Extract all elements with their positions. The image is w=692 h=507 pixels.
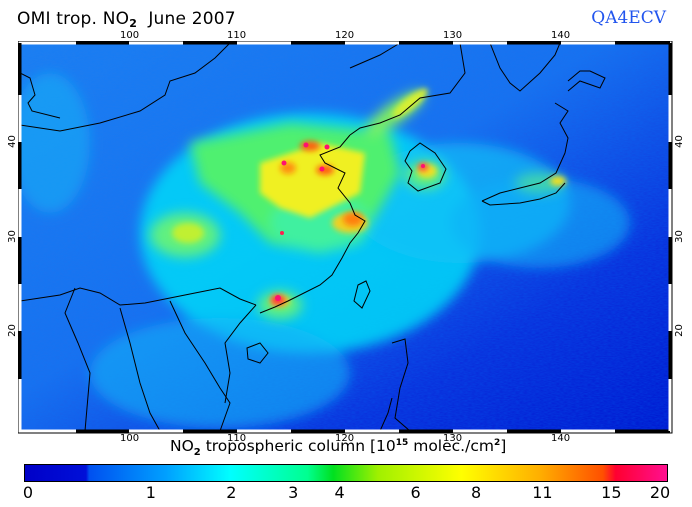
- lon-tick-bottom: 110: [227, 433, 247, 444]
- colorbar-label: 3: [288, 483, 299, 502]
- lon-tick-bottom: 120: [335, 433, 355, 444]
- lon-tick-top: 120: [335, 30, 355, 41]
- colorbar-label: 0: [22, 483, 34, 502]
- lon-tick-top: 100: [120, 30, 140, 41]
- frame-border: [18, 41, 673, 434]
- lon-tick-top: 130: [443, 30, 463, 41]
- lat-tick-left: 40: [6, 135, 18, 148]
- lon-tick-bottom: 130: [443, 433, 463, 444]
- colorbar-label: 11: [532, 483, 553, 502]
- colorbar-label: 4: [334, 483, 345, 502]
- colorbar: [24, 464, 668, 482]
- colorbar-axis-title: NO2 tropospheric column [1015 molec./cm2…: [170, 437, 507, 459]
- lat-tick-right: 20: [673, 324, 685, 337]
- lon-tick-top: 140: [551, 30, 571, 41]
- lat-tick-left: 20: [6, 324, 18, 337]
- map-title: OMI trop. NO2 June 2007: [17, 9, 236, 30]
- lat-tick-right: 30: [673, 230, 685, 243]
- colorbar-label: 20: [649, 483, 671, 502]
- lat-tick-right: 40: [673, 135, 685, 148]
- lon-tick-top: 110: [227, 30, 247, 41]
- brand-label: QA4ECV: [591, 8, 666, 28]
- colorbar-label: 2: [226, 483, 237, 502]
- colorbar-label: 8: [470, 483, 482, 502]
- lon-tick-bottom: 100: [120, 433, 140, 444]
- lat-tick-left: 30: [6, 230, 18, 243]
- colorbar-label: 1: [145, 483, 156, 502]
- colorbar-label: 6: [410, 483, 421, 502]
- colorbar-label: 15: [601, 483, 622, 502]
- no2-map: [20, 43, 670, 431]
- lon-tick-bottom: 140: [551, 433, 571, 444]
